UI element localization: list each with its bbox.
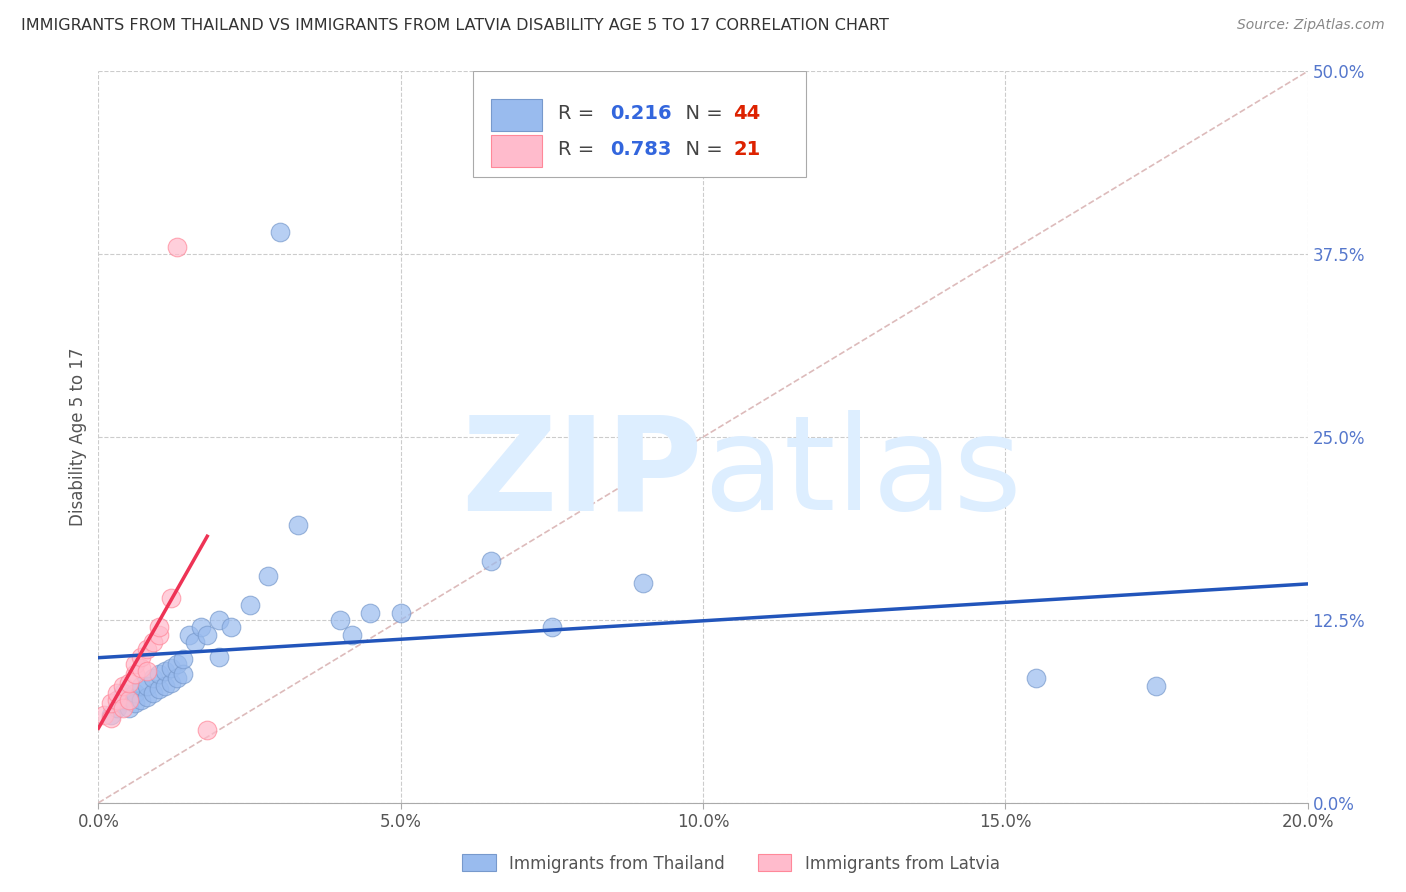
Point (129, 649, 152, 664)
Point (100, 696, 122, 710)
Point (124, 667, 146, 681)
Text: 0.783: 0.783 (610, 140, 671, 159)
Point (179, 627, 201, 641)
Point (118, 690, 141, 705)
Point (287, 517, 309, 532)
Point (148, 681, 170, 696)
Point (118, 693, 141, 707)
Point (129, 661, 152, 675)
Point (135, 664, 157, 678)
Text: ZIP: ZIP (461, 410, 703, 537)
Point (160, 661, 183, 675)
Point (389, 606, 412, 620)
Text: R =: R = (558, 104, 600, 123)
FancyBboxPatch shape (492, 99, 543, 131)
Point (129, 693, 152, 707)
Point (166, 240, 188, 254)
Point (1144, 679, 1167, 693)
Point (124, 657, 146, 671)
Point (93, 708, 115, 723)
Text: 21: 21 (734, 140, 761, 159)
Text: IMMIGRANTS FROM THAILAND VS IMMIGRANTS FROM LATVIA DISABILITY AGE 5 TO 17 CORREL: IMMIGRANTS FROM THAILAND VS IMMIGRANTS F… (21, 18, 889, 33)
Point (111, 679, 134, 693)
Point (239, 599, 262, 613)
Point (148, 620, 170, 634)
Point (118, 700, 141, 714)
Point (135, 690, 157, 705)
Point (166, 657, 188, 671)
Point (481, 554, 503, 568)
Y-axis label: Disability Age 5 to 17: Disability Age 5 to 17 (69, 348, 87, 526)
Point (195, 723, 218, 737)
Point (105, 700, 128, 714)
Point (124, 686, 146, 700)
Text: N =: N = (672, 140, 728, 159)
FancyBboxPatch shape (474, 71, 806, 178)
Text: atlas: atlas (703, 410, 1022, 537)
Point (256, 569, 278, 583)
Point (160, 591, 183, 605)
Point (342, 627, 364, 641)
Text: 44: 44 (734, 104, 761, 123)
Point (184, 635, 207, 649)
Point (148, 667, 170, 681)
Point (105, 686, 128, 700)
Point (142, 635, 165, 649)
Point (111, 693, 134, 707)
Point (153, 679, 176, 693)
Point (221, 620, 243, 634)
Text: N =: N = (672, 104, 728, 123)
Point (1024, 672, 1046, 686)
Text: 0.216: 0.216 (610, 104, 672, 123)
Point (129, 679, 152, 693)
Point (195, 627, 218, 641)
Point (111, 686, 134, 700)
Point (360, 606, 382, 620)
Point (160, 676, 183, 690)
Point (142, 672, 165, 686)
Point (208, 613, 231, 627)
Point (135, 642, 157, 657)
Point (100, 711, 122, 725)
Point (135, 679, 157, 693)
FancyBboxPatch shape (492, 135, 543, 167)
Point (329, 613, 352, 627)
Point (142, 686, 165, 700)
Point (172, 652, 194, 666)
Point (148, 627, 170, 641)
Legend: Immigrants from Thailand, Immigrants from Latvia: Immigrants from Thailand, Immigrants fro… (456, 847, 1007, 880)
Point (631, 576, 654, 591)
Text: R =: R = (558, 140, 600, 159)
Point (100, 708, 122, 723)
Point (111, 700, 134, 714)
Point (208, 649, 231, 664)
Point (105, 693, 128, 707)
Point (118, 676, 141, 690)
Point (153, 664, 176, 678)
Point (124, 696, 146, 710)
Text: Source: ZipAtlas.com: Source: ZipAtlas.com (1237, 18, 1385, 32)
Point (269, 225, 291, 239)
Point (190, 620, 212, 634)
Point (540, 620, 562, 634)
Point (172, 667, 194, 681)
Point (166, 672, 188, 686)
